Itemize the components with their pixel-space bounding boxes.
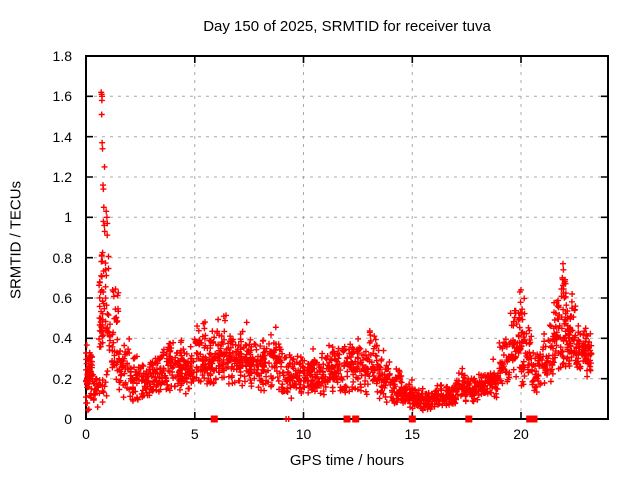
zero-square-markers: [210, 415, 538, 423]
y-axis-title: SRMTID / TECUs: [7, 180, 25, 300]
y-tick-label: 1.8: [52, 48, 72, 64]
x-tick-label: 5: [190, 426, 199, 442]
y-tick-label: 0.6: [52, 290, 72, 306]
y-tick-label: 0: [64, 411, 72, 427]
y-tick-label: 0.4: [52, 330, 72, 347]
y-tick-label: 0.8: [52, 249, 72, 266]
y-tick-label: 1.4: [52, 128, 72, 145]
chart-title: Day 150 of 2025, SRMTID for receiver tuv…: [203, 18, 491, 35]
y-tick-label: 0.2: [52, 370, 72, 387]
x-tick-label: 20: [513, 426, 529, 442]
data-points: [83, 89, 595, 422]
x-tick-label: 15: [404, 426, 421, 442]
y-tick-label: 1: [64, 209, 72, 226]
x-tick-label: 10: [295, 426, 312, 442]
x-axis-title: GPS time / hours: [289, 452, 405, 469]
y-tick-label: 1.2: [52, 169, 72, 185]
y-tick-label: 1.6: [52, 88, 72, 105]
x-tick-label: 0: [82, 426, 90, 442]
